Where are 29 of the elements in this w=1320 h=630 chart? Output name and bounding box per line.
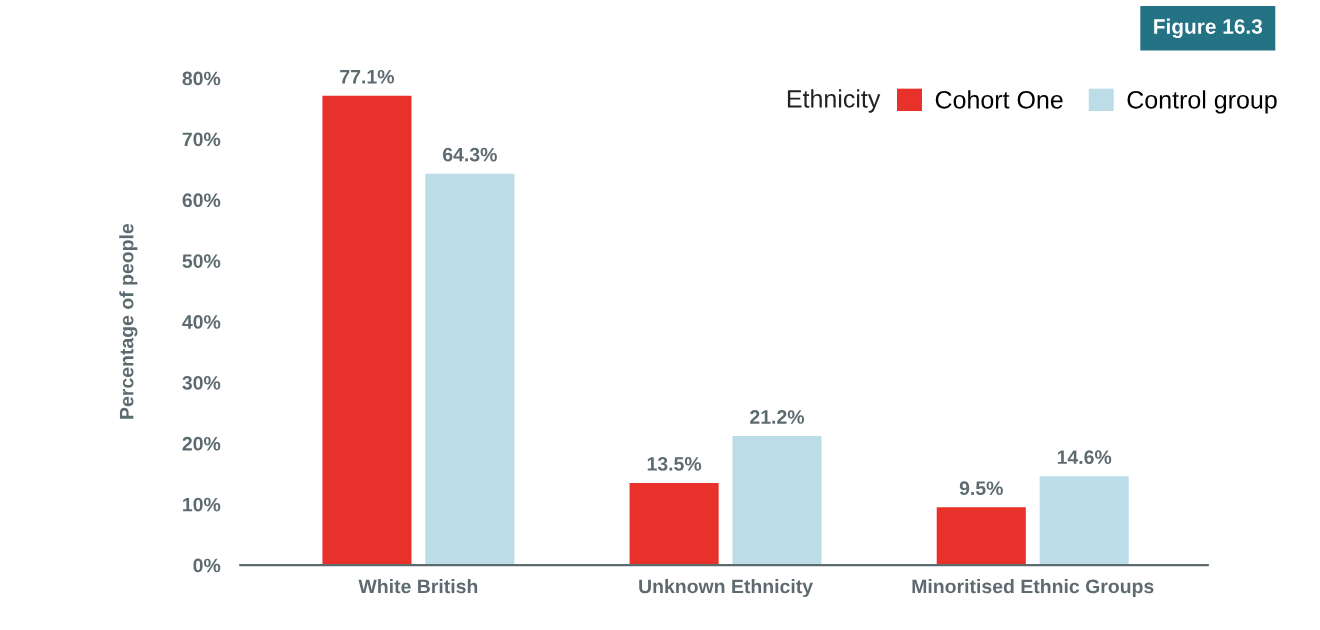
caption: Figure 16.3 (1154, 18, 1263, 39)
y-tick-label: 60% (182, 193, 221, 208)
x-tick-label: Minoritised Ethnic Groups (912, 579, 1154, 598)
text: 14.6% (1057, 450, 1112, 465)
y-tick-label: 40% (182, 315, 221, 329)
y-tick-label: 80% (182, 71, 221, 86)
y-tick-label: 30% (182, 375, 221, 390)
text: 21.2% (750, 410, 805, 424)
text: 77.1% (340, 69, 394, 84)
y-axis-title: Percentage of people (119, 223, 138, 419)
bar (936, 507, 1026, 566)
x-tick-label: White British (358, 579, 478, 594)
y-tick-label: 20% (182, 436, 221, 451)
bar (425, 173, 515, 566)
y-tick-label: 0% (193, 558, 221, 573)
legend-label: Control group (1127, 90, 1277, 114)
bar (1039, 476, 1129, 566)
legend-label: Cohort One (935, 90, 1063, 109)
bar (629, 482, 719, 566)
y-tick-label: 70% (182, 132, 221, 147)
bar (322, 95, 412, 566)
x-tick-label: Unknown Ethnicity (639, 579, 813, 598)
text: 64.3% (442, 147, 497, 162)
text: 9.5% (959, 481, 1003, 496)
legend-title: Ethnicity (787, 89, 881, 113)
y-tick-label: 10% (183, 497, 221, 512)
bar (732, 436, 822, 566)
text: 13.5% (647, 456, 702, 471)
y-tick-label: 50% (182, 254, 221, 268)
